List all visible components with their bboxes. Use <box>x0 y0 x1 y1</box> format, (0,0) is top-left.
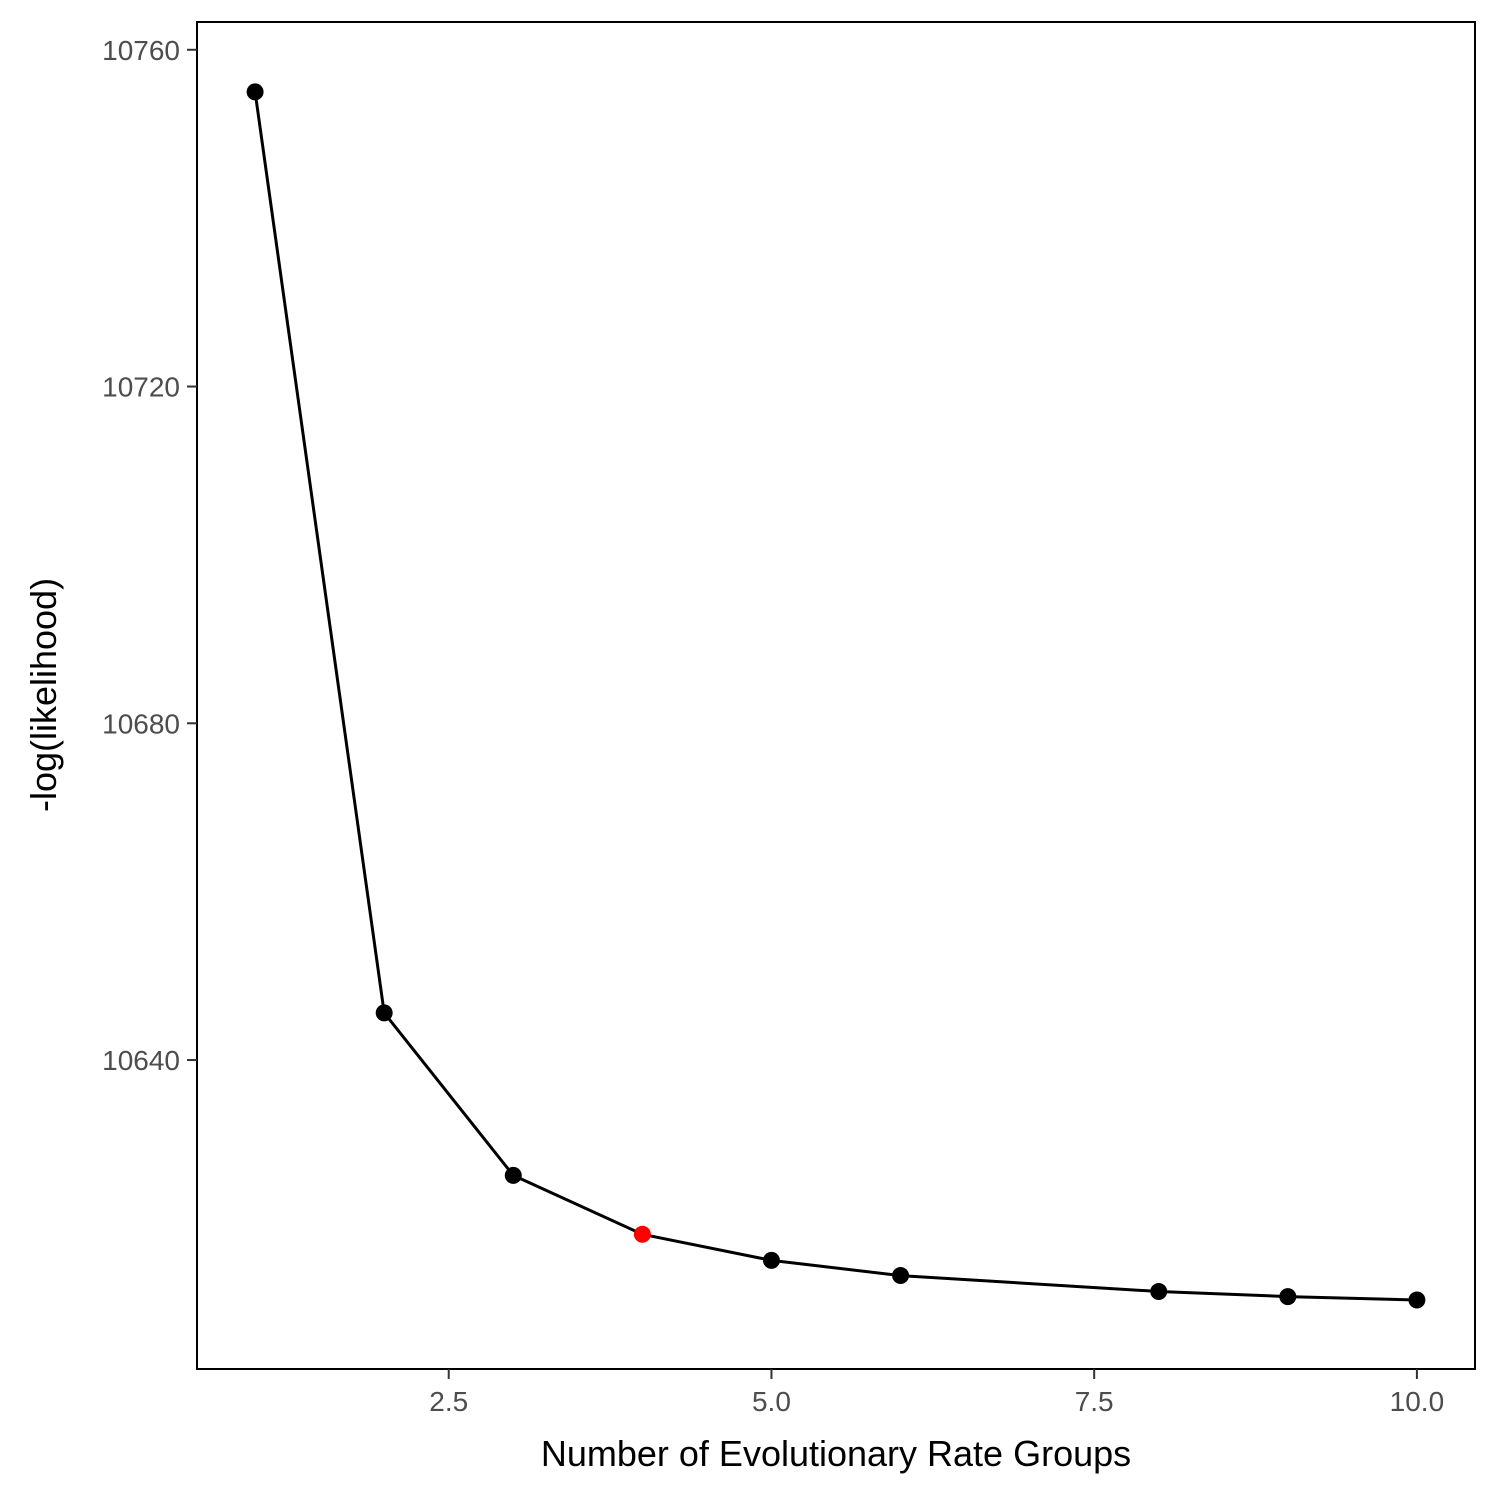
x-tick-label: 2.5 <box>429 1386 468 1417</box>
x-axis: 2.5 5.0 7.5 10.0 <box>429 1369 1444 1417</box>
data-point <box>504 1166 522 1184</box>
data-point <box>246 83 264 101</box>
plot-panel <box>196 21 1476 1370</box>
x-tick-label: 10.0 <box>1390 1386 1445 1417</box>
data-point <box>892 1267 910 1285</box>
y-axis: 10640 10680 10720 10760 <box>102 35 197 1076</box>
highlighted-data-point <box>633 1225 651 1243</box>
x-tick-label: 7.5 <box>1075 1386 1114 1417</box>
data-point <box>762 1251 780 1269</box>
series-layer <box>246 83 1426 1309</box>
y-tick-label: 10760 <box>102 35 180 66</box>
x-tick-label: 5.0 <box>752 1386 791 1417</box>
y-tick-label: 10640 <box>102 1045 180 1076</box>
y-axis-title: -log(likelihood) <box>23 578 64 812</box>
data-point <box>375 1004 393 1022</box>
y-tick-label: 10720 <box>102 372 180 403</box>
y-tick-label: 10680 <box>102 708 180 739</box>
x-axis-title: Number of Evolutionary Rate Groups <box>541 1433 1131 1474</box>
data-point <box>1279 1288 1297 1306</box>
data-point <box>1150 1283 1168 1301</box>
data-point <box>1408 1291 1426 1309</box>
